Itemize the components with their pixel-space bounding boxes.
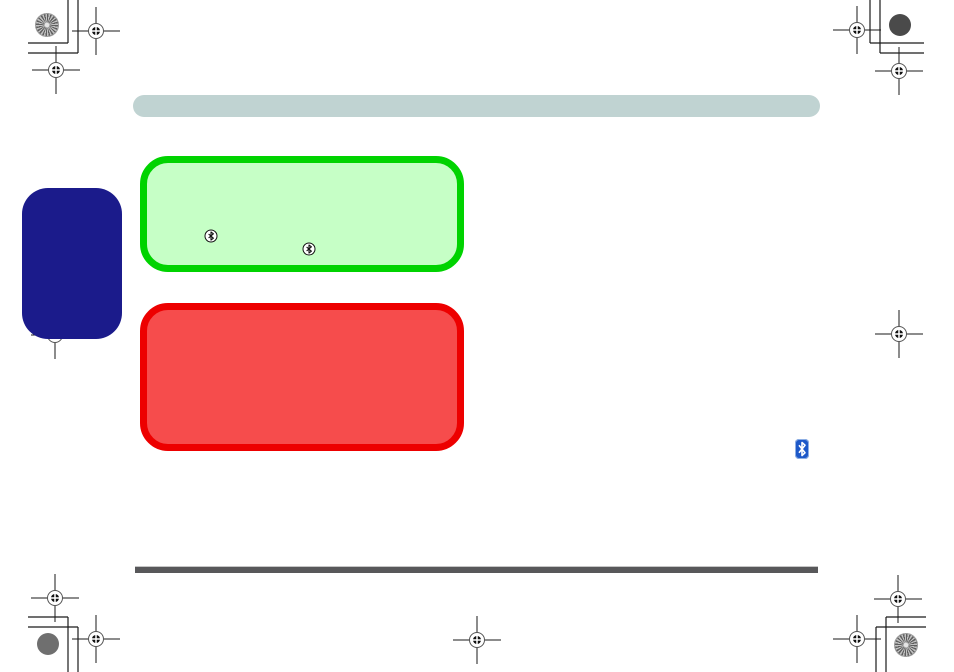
registration-target-icon	[71, 6, 121, 56]
registration-target-icon	[874, 46, 924, 96]
color-star-wheel-icon	[35, 13, 59, 37]
solid-ink-dot-icon	[889, 14, 911, 36]
registration-target-icon	[832, 5, 882, 55]
header-bar	[133, 95, 820, 117]
registration-target-icon	[452, 615, 502, 665]
note-box-green	[140, 156, 464, 272]
registration-target-icon	[30, 573, 80, 623]
solid-ink-dot-icon	[37, 633, 59, 655]
footer-rule	[135, 566, 818, 573]
registration-target-icon	[71, 614, 121, 664]
bluetooth-icon	[795, 439, 809, 459]
registration-target-icon	[31, 45, 81, 95]
color-star-wheel-icon	[894, 633, 918, 657]
registration-target-icon	[873, 574, 923, 624]
bluetooth-circled-icon	[302, 242, 316, 256]
warning-box-red	[140, 303, 464, 451]
registration-target-icon	[832, 614, 882, 664]
bluetooth-circled-icon	[204, 229, 218, 243]
section-tab	[22, 188, 122, 339]
registration-target-icon	[874, 309, 924, 359]
